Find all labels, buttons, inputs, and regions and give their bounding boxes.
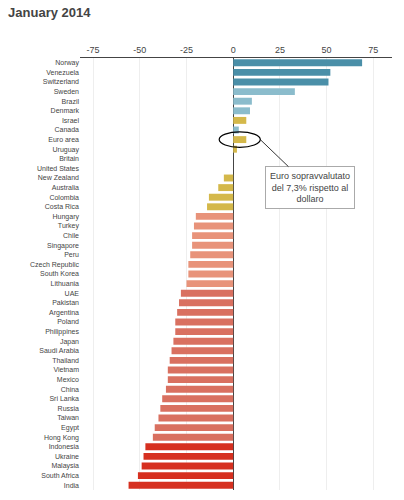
svg-text:Chile: Chile	[63, 232, 79, 239]
svg-text:Norway: Norway	[55, 59, 79, 67]
svg-text:Turkey: Turkey	[58, 222, 80, 230]
svg-text:Britain: Britain	[59, 155, 79, 162]
svg-text:Pakistan: Pakistan	[52, 299, 79, 306]
svg-text:Japan: Japan	[60, 338, 79, 346]
svg-text:50: 50	[322, 45, 332, 55]
svg-text:India: India	[64, 482, 79, 489]
svg-text:Euro sopravvalutatodel 7,3% ri: Euro sopravvalutatodel 7,3% rispetto ald…	[270, 171, 350, 204]
svg-text:Peru: Peru	[64, 251, 79, 258]
svg-text:75: 75	[368, 45, 378, 55]
svg-text:Thailand: Thailand	[52, 357, 79, 364]
svg-text:South Korea: South Korea	[40, 270, 79, 277]
svg-text:Sri Lanka: Sri Lanka	[49, 395, 79, 402]
svg-text:January 2014: January 2014	[8, 5, 91, 20]
svg-text:Russia: Russia	[58, 405, 80, 412]
svg-text:Brazil: Brazil	[61, 98, 79, 105]
svg-text:UAE: UAE	[65, 290, 80, 297]
svg-text:Hungary: Hungary	[53, 213, 80, 221]
svg-text:Indonesia: Indonesia	[49, 443, 79, 450]
svg-text:Poland: Poland	[57, 318, 79, 325]
svg-text:25: 25	[275, 45, 285, 55]
svg-text:Lithuania: Lithuania	[51, 280, 80, 287]
svg-text:Hong Kong: Hong Kong	[44, 434, 79, 442]
svg-text:Ukraine: Ukraine	[55, 453, 79, 460]
svg-text:China: China	[61, 386, 79, 393]
svg-text:-75: -75	[87, 45, 100, 55]
svg-text:-25: -25	[180, 45, 193, 55]
svg-text:Israel: Israel	[62, 117, 80, 124]
svg-text:Czech Republic: Czech Republic	[30, 261, 80, 269]
svg-text:Taiwan: Taiwan	[57, 414, 79, 421]
svg-text:Australia: Australia	[52, 184, 79, 191]
svg-text:-50: -50	[133, 45, 146, 55]
svg-text:Philippines: Philippines	[45, 328, 79, 336]
svg-text:Egypt: Egypt	[61, 424, 79, 432]
svg-text:Malaysia: Malaysia	[51, 462, 79, 470]
svg-text:New Zealand: New Zealand	[38, 174, 79, 181]
svg-text:Singapore: Singapore	[47, 242, 79, 250]
svg-text:0: 0	[231, 45, 236, 55]
svg-text:Sweden: Sweden	[54, 88, 79, 95]
svg-text:Colombia: Colombia	[49, 194, 79, 201]
svg-text:Mexico: Mexico	[57, 376, 79, 383]
svg-text:Switzerland: Switzerland	[43, 78, 79, 85]
svg-text:Saudi Arabia: Saudi Arabia	[39, 347, 79, 354]
svg-text:Canada: Canada	[54, 126, 79, 133]
svg-text:South Africa: South Africa	[41, 472, 79, 479]
svg-text:United States: United States	[37, 165, 80, 172]
svg-text:Costa Rica: Costa Rica	[45, 203, 79, 210]
svg-text:Uruguay: Uruguay	[53, 146, 80, 154]
svg-text:Euro area: Euro area	[48, 136, 79, 143]
svg-text:Denmark: Denmark	[51, 107, 80, 114]
svg-text:Argentina: Argentina	[49, 309, 79, 317]
svg-text:Vietnam: Vietnam	[53, 366, 79, 373]
svg-text:Venezuela: Venezuela	[46, 69, 79, 76]
